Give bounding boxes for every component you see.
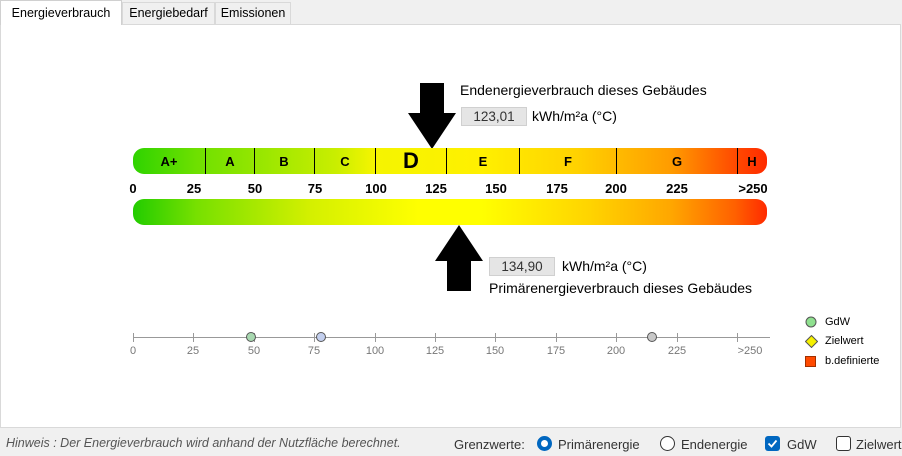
grenzwerte-label: Grenzwerte: xyxy=(454,437,525,452)
scale-tick-label: 200 xyxy=(605,181,627,196)
legend-label: GdW xyxy=(825,316,851,328)
primary-energy-unit: kWh/m²a (°C) xyxy=(562,258,647,274)
comparison-scale-line xyxy=(133,337,770,338)
comparison-tick-label: 225 xyxy=(667,345,687,357)
class-label: A xyxy=(225,154,235,169)
comparison-tick-label: 50 xyxy=(247,345,261,357)
scale-tick-label: 100 xyxy=(365,181,387,196)
checkmark-icon xyxy=(767,439,778,448)
end-energy-label: Endenergieverbrauch dieses Gebäudes xyxy=(460,82,707,98)
class-label: C xyxy=(340,154,350,169)
option-label-primaerenergie[interactable]: Primärenergie xyxy=(558,437,640,452)
class-label-highlight: D xyxy=(403,148,419,173)
scale-tick-label: 175 xyxy=(546,181,568,196)
comparison-tick-label: 25 xyxy=(186,345,200,357)
comparison-tick-label: >250 xyxy=(737,345,763,357)
comparison-tick-label: 100 xyxy=(365,345,385,357)
primary-energy-value: 134,90 xyxy=(489,257,555,276)
scale-tick-label: 0 xyxy=(129,181,137,196)
comparison-tick-label: 150 xyxy=(485,345,505,357)
scale-tick-label: 150 xyxy=(485,181,507,196)
comparison-marker xyxy=(316,332,327,342)
legend-label: Zielwert xyxy=(825,335,864,347)
comparison-tick-label: 200 xyxy=(606,345,626,357)
scale-tick-label: >250 xyxy=(738,181,768,196)
legend-label: b.definierte xyxy=(825,355,880,367)
class-label: A+ xyxy=(160,154,178,169)
scale-tick-label: 25 xyxy=(186,181,202,196)
scale-tick-label: 125 xyxy=(425,181,447,196)
end-energy-unit: kWh/m²a (°C) xyxy=(532,108,617,124)
option-label-gdw[interactable]: GdW xyxy=(787,437,817,452)
hint-text: Hinweis : Der Energieverbrauch wird anha… xyxy=(6,436,401,450)
class-label: E xyxy=(478,154,488,169)
comparison-tick-label: 125 xyxy=(425,345,445,357)
comparison-tick-label: 175 xyxy=(546,345,566,357)
class-label: H xyxy=(747,154,757,169)
primary-energy-label: Primärenergieverbrauch dieses Gebäudes xyxy=(489,280,753,296)
tab-energiebedarf[interactable]: Energiebedarf xyxy=(122,2,215,24)
class-label: F xyxy=(564,154,572,169)
scale-tick-label: 50 xyxy=(247,181,263,196)
comparison-tick-label: 0 xyxy=(129,345,137,357)
square-icon xyxy=(805,356,816,367)
energy-panel: Endenergieverbrauch dieses Gebäudes 123,… xyxy=(0,24,901,428)
scale-tick-label: 225 xyxy=(666,181,688,196)
class-label: G xyxy=(671,154,683,169)
option-label-zielwert[interactable]: Zielwert xyxy=(856,437,902,452)
tab-energieverbrauch[interactable]: Energieverbrauch xyxy=(0,0,122,25)
tab-emissionen[interactable]: Emissionen xyxy=(215,2,291,24)
comparison-marker xyxy=(647,332,658,342)
circle-icon xyxy=(805,316,817,328)
end-energy-value: 123,01 xyxy=(461,107,527,126)
comparison-marker xyxy=(246,332,257,342)
footer-bar: Hinweis : Der Energieverbrauch wird anha… xyxy=(0,428,902,455)
class-label: B xyxy=(279,154,289,169)
diamond-icon xyxy=(805,335,818,348)
primary-energy-arrow-icon xyxy=(435,225,483,291)
energy-class-bar: A+ A B C D E F G H xyxy=(133,148,767,174)
radio-primaerenergie[interactable] xyxy=(537,436,552,451)
radio-endenergie[interactable] xyxy=(660,436,675,451)
comparison-tick-label: 75 xyxy=(307,345,321,357)
option-label-endenergie[interactable]: Endenergie xyxy=(681,437,748,452)
checkbox-gdw[interactable] xyxy=(765,436,780,451)
checkbox-zielwert[interactable] xyxy=(836,436,851,451)
tab-bar: Energieverbrauch Energiebedarf Emissione… xyxy=(0,0,902,25)
primary-energy-gradient-bar xyxy=(133,199,767,225)
end-energy-arrow-icon xyxy=(408,83,456,149)
scale-tick-label: 75 xyxy=(307,181,323,196)
